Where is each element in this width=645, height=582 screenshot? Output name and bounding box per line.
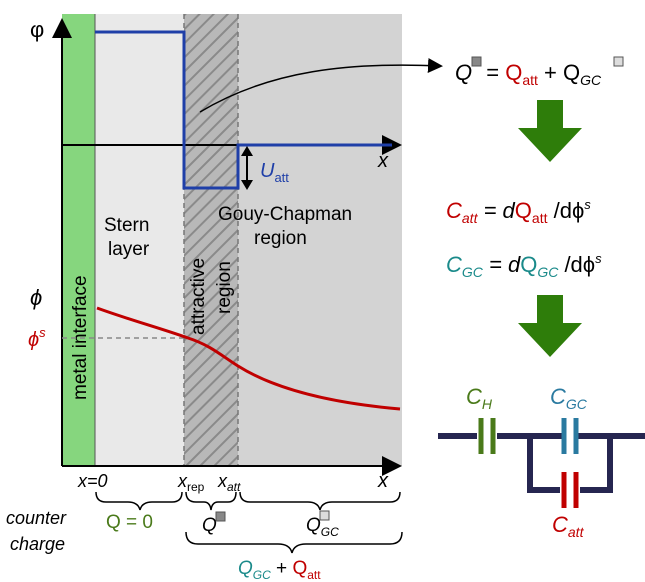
stern-region-bg [95, 14, 184, 466]
potential-curve [96, 306, 401, 411]
u-att-arrow-bottom [241, 180, 253, 190]
attractive-label-2: region [214, 261, 235, 314]
c-h-label: CH [466, 384, 493, 412]
ch-capacitor [478, 418, 496, 454]
phi-axis-label: φ [30, 17, 44, 42]
stern-label-2: layer [108, 239, 150, 260]
eq1: Q = Qatt + QGC [455, 60, 602, 88]
u-att-arrow-top [241, 146, 253, 156]
q-att-label: Q [202, 515, 217, 536]
cgc-capacitor [561, 418, 579, 454]
potential-step-line [95, 30, 392, 190]
q-att-box-icon [215, 511, 226, 522]
counter-label-1: counter [6, 508, 67, 528]
brace-q-gc [239, 491, 401, 511]
brace-sum [185, 531, 403, 554]
gouy-label-1: Gouy-Chapman [218, 204, 352, 225]
catt-capacitor [561, 472, 579, 508]
sum-q-label: QGC + Qatt [238, 558, 321, 582]
upper-x-label: x [377, 150, 389, 172]
capacitor-circuit [438, 433, 645, 493]
gouy-chapman-region-bg [238, 14, 402, 466]
eq2: Catt = dQatt /dϕs [446, 197, 591, 226]
metal-interface-bg [62, 14, 95, 466]
counter-label-2: charge [10, 534, 65, 554]
brace-q-att [185, 491, 237, 511]
eq3: CGC = dQGC /dϕs [446, 251, 602, 280]
green-arrow-1 [518, 100, 582, 162]
stern-label-1: Stern [104, 215, 149, 236]
c-att-label: Catt [552, 512, 585, 540]
eq1-lhs-box-icon [471, 56, 482, 67]
c-gc-label: CGC [550, 384, 588, 412]
curved-arrow [199, 57, 443, 113]
eq1-gc-box-icon [613, 56, 624, 67]
gouy-label-2: region [254, 228, 307, 249]
q-zero-label: Q = 0 [106, 512, 153, 533]
u-att-label: Uatt [260, 160, 289, 185]
x-zero-label: x=0 [77, 471, 108, 491]
phi-s-label: ϕs [28, 325, 46, 351]
q-gc-box-icon [319, 510, 330, 521]
green-arrow-2 [518, 295, 582, 357]
phi-lower-label: ϕ [30, 285, 42, 310]
x-att-label: xatt [217, 471, 241, 494]
brace-q-zero [95, 491, 183, 511]
x-rep-label: xrep [177, 471, 205, 494]
x-end-label: x [377, 470, 389, 492]
attractive-label-1: attractive [188, 258, 209, 335]
q-gc-label: QGC [306, 515, 339, 539]
attractive-region-bg [184, 14, 238, 466]
